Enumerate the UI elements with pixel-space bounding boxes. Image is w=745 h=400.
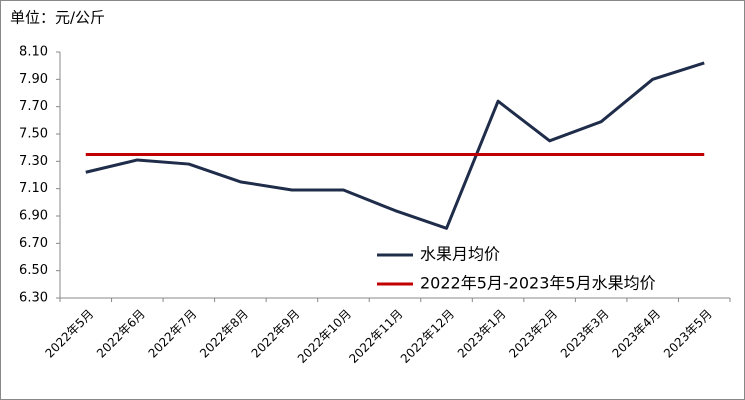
y-tick-label: 6.30 xyxy=(19,291,48,306)
legend-label: 水果月均价 xyxy=(420,245,500,264)
legend-label: 2022年5月-2023年5月水果均价 xyxy=(420,274,656,293)
y-tick-label: 8.10 xyxy=(19,45,48,60)
y-tick-label: 6.90 xyxy=(19,209,48,224)
y-tick-label: 7.10 xyxy=(19,181,48,196)
y-tick-label: 7.90 xyxy=(19,72,48,87)
y-tick-label: 6.70 xyxy=(19,236,48,251)
y-tick-label: 7.70 xyxy=(19,99,48,114)
series-line xyxy=(85,61,705,230)
y-tick-label: 6.50 xyxy=(19,263,48,278)
y-tick-label: 7.50 xyxy=(19,127,48,142)
unit-label: 单位：元/公斤 xyxy=(10,9,105,27)
y-tick-label: 7.30 xyxy=(19,154,48,169)
